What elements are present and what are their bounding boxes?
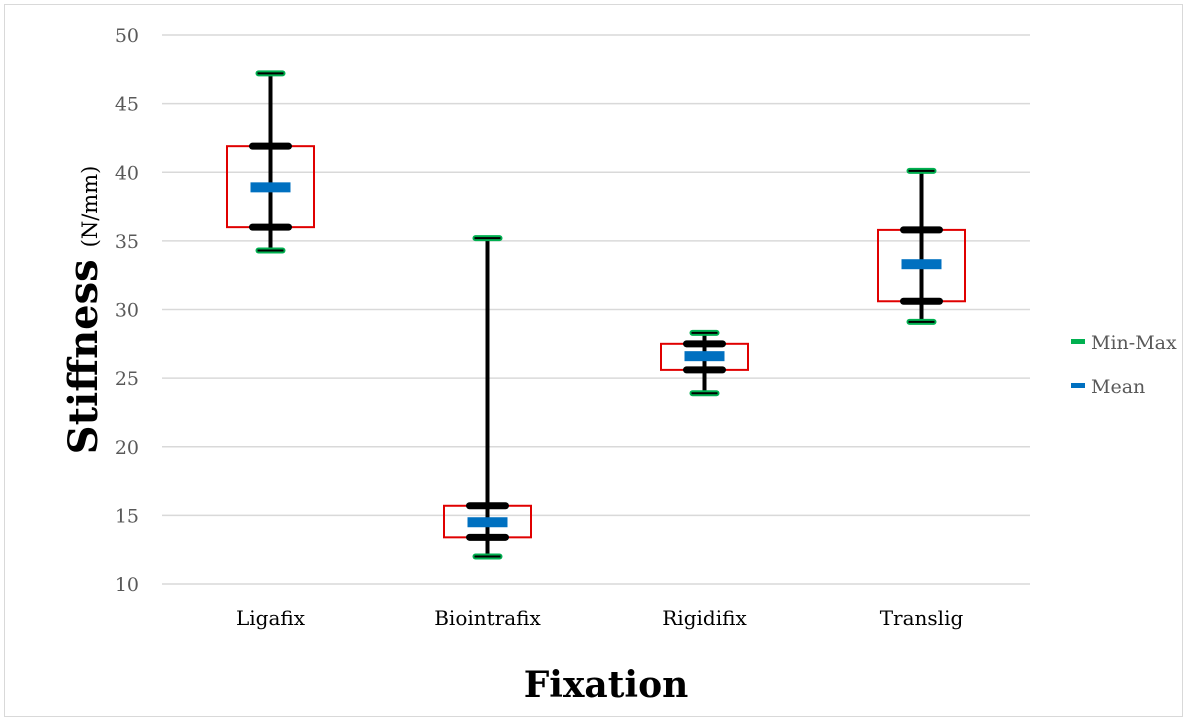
legend: Min-Max Mean <box>1071 332 1177 398</box>
chart-frame <box>4 4 1183 717</box>
x-category-label: Translig <box>880 606 964 630</box>
mean-marker <box>684 351 725 362</box>
y-axis-ticks: 10 15 20 25 30 35 40 45 50 <box>115 25 139 596</box>
y-tick-label: 25 <box>115 368 139 390</box>
plot-marks <box>226 70 966 560</box>
x-axis-categories: Ligafix Biointrafix Rigidifix Translig <box>236 606 963 630</box>
legend-minmax-swatch <box>1071 339 1085 344</box>
legend-mean-swatch <box>1071 383 1085 388</box>
y-tick-label: 45 <box>115 94 139 116</box>
legend-mean-label: Mean <box>1091 376 1145 398</box>
y-axis-label-unit: (N/mm) <box>78 166 102 248</box>
x-category-label: Ligafix <box>236 606 306 630</box>
y-tick-label: 40 <box>115 162 139 184</box>
y-tick-label: 10 <box>115 574 139 596</box>
y-tick-label: 35 <box>115 231 139 253</box>
mean-marker <box>250 182 291 193</box>
mean-marker <box>901 259 942 270</box>
gridlines <box>162 34 1030 585</box>
mean-marker <box>467 517 508 528</box>
y-tick-label: 15 <box>115 505 139 527</box>
y-axis-label: Stiffness (N/mm) <box>60 166 107 455</box>
y-tick-label: 50 <box>115 25 139 47</box>
y-tick-label: 30 <box>115 300 139 322</box>
y-axis-label-main: Stiffness <box>60 259 107 454</box>
y-tick-label: 20 <box>115 437 139 459</box>
x-category-label: Biointrafix <box>434 606 541 630</box>
legend-minmax-label: Min-Max <box>1091 332 1177 354</box>
x-category-label: Rigidifix <box>662 606 747 630</box>
x-axis-label: Fixation <box>524 664 689 706</box>
